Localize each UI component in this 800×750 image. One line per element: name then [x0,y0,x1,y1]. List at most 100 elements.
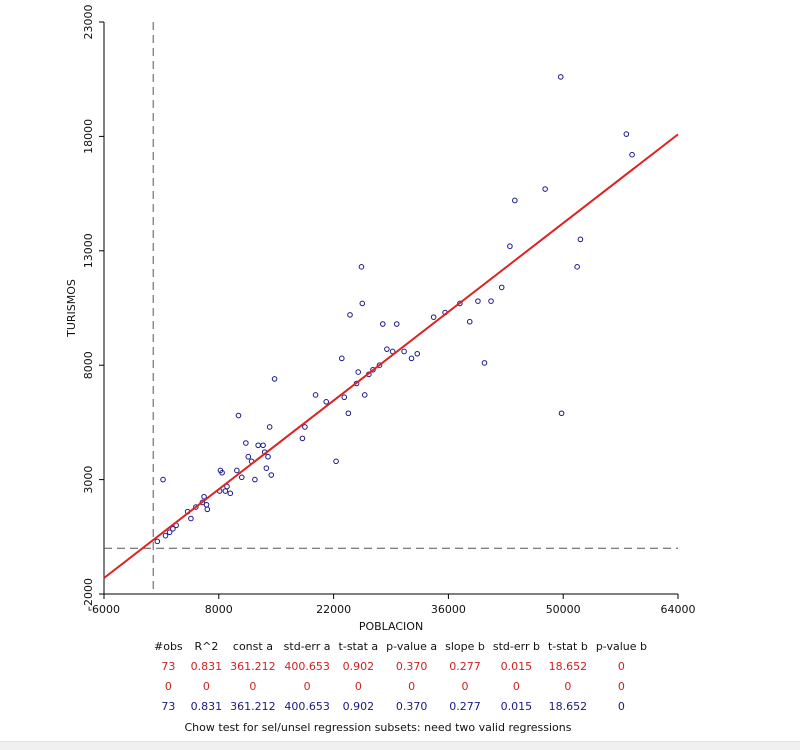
data-point [204,506,211,513]
data-point [430,314,437,320]
x-tick-label: 64000 [661,603,696,616]
stats-row-unselected: 0 0 0 0 0 0 0 0 0 0 [150,676,651,696]
data-point [361,392,368,398]
data-point [166,529,173,536]
data-point [252,476,258,483]
data-point [393,321,400,327]
data-point [255,442,261,449]
y-ticks: -2000 3000 8000 13000 18000 23000 [82,5,104,610]
regression-line [103,133,679,579]
data-point [245,453,252,460]
stats-row-selected: 73 0.831 361.212 400.653 0.902 0.370 0.277 0.01… [150,656,651,676]
stats-cell: 361.212 [230,659,276,673]
data-point [193,504,199,510]
data-point [333,458,339,465]
stats-cell: 0 [564,679,572,693]
data-point [380,321,386,327]
data-point [558,410,565,417]
data-point [263,465,270,471]
stats-cell: 0.831 [190,699,223,713]
stats-cell: 0.902 [342,699,375,713]
data-point [466,318,473,325]
stats-cell: 0 [249,679,257,693]
y-tick-label: -2000 [82,578,95,610]
stats-cell: 400.653 [284,699,330,713]
data-point [574,264,580,270]
stats-cell: 0 [303,679,311,693]
stats-cell: 0 [617,699,625,713]
x-ticks: -6000 8000 22000 36000 50000 64000 [88,594,696,616]
x-tick-label: 8000 [205,603,233,616]
stats-cell: 0 [202,679,210,693]
data-point [512,197,518,204]
stats-cell: 0 [164,679,172,693]
data-point [347,312,353,318]
stats-header-row: #obs R^2 const a std-err a t-stat a p-value a… [150,636,651,656]
data-point [345,410,352,417]
data-point [498,284,505,291]
stats-header-cell: std-err a [283,639,331,653]
data-point [408,355,415,362]
stats-cell: 73 [161,659,176,673]
stats-cell: 0 [617,659,625,673]
data-point [341,394,348,401]
stats-cell: 18.652 [548,699,588,713]
stats-header-cell: p-value b [595,639,647,653]
data-point [507,243,513,250]
y-axis-title: TURISMOS [65,279,78,338]
data-point [370,366,376,373]
data-point [577,236,584,243]
data-point [359,300,366,307]
stats-cell: 0.902 [342,659,375,673]
data-point [457,300,463,307]
data-point [162,532,169,539]
stats-header-cell: p-value a [386,639,438,653]
y-tick-label: 18000 [82,119,95,154]
data-point [265,453,271,460]
data-point [222,488,229,494]
data-point [271,376,278,382]
stats-header-cell: const a [232,639,273,653]
data-point [170,525,176,532]
stats-cell: 361.212 [230,699,276,713]
stats-cell: 0.370 [395,699,428,713]
data-point [384,346,390,352]
stats-cell: 0 [408,679,416,693]
stats-cell: 0 [617,679,625,693]
data-point [623,131,630,137]
scatter-plot: -6000 8000 22000 36000 50000 64000 -2000 3000 8… [65,5,696,631]
y-tick-label: 13000 [82,233,95,268]
data-point [238,474,245,481]
data-point [235,412,242,419]
data-point [260,442,266,449]
stats-cell: 400.653 [284,659,330,673]
y-tick-label: 23000 [82,5,95,40]
stats-cell: 0 [354,679,362,693]
data-point [339,355,345,362]
data-point [227,490,234,497]
stats-cell: 0.015 [500,659,533,673]
stats-header-cell: std-err b [492,639,540,653]
footer-bar [0,741,800,750]
data-point [312,392,319,398]
y-tick-label: 8000 [82,351,95,379]
stats-header-cell: R^2 [194,639,219,653]
stats-header-cell: slope b [445,639,485,653]
data-point [219,469,225,476]
data-point [160,476,166,483]
x-tick-label: 22000 [316,603,351,616]
stats-cell: 0.015 [500,699,533,713]
data-point [481,360,488,366]
stats-cell: 73 [161,699,176,713]
data-point [414,350,421,357]
stats-cell: 0.370 [395,659,428,673]
data-point [557,74,564,80]
data-point [188,515,194,522]
stats-cell: 0.277 [449,659,481,673]
data-point [355,369,362,375]
data-point [302,424,308,430]
data-point [475,298,481,304]
stats-row-all: 73 0.831 361.212 400.653 0.902 0.370 0.277 0.01… [150,696,651,716]
data-point [201,493,207,500]
data-point [629,151,635,158]
